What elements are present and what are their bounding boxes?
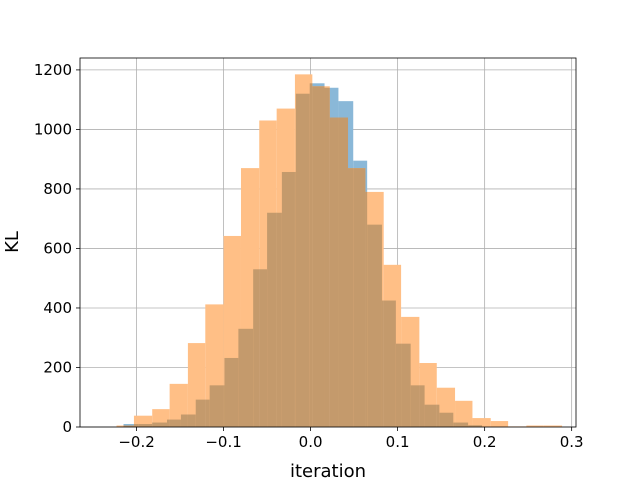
overlap-bar [267,212,277,427]
x-tick-label: −0.2 [118,433,154,451]
overlap-bar [365,191,368,427]
overlap-bar [169,419,181,427]
overlap-bar [209,385,224,427]
x-tick-label: 0.3 [560,433,584,451]
y-tick-label: 1200 [34,61,72,79]
overlap-bar [240,328,254,427]
overlap-bar [180,414,188,427]
overlap-bar [205,399,210,427]
overlap-bar [259,269,268,427]
x-tick-label: −0.1 [205,433,241,451]
overlap-bar [383,300,396,427]
x-axis-ticks: −0.2 −0.1 0.0 0.1 0.2 0.3 [118,427,584,451]
y-axis-ticks: 0 200 400 600 800 1000 1200 [34,61,80,436]
y-tick-label: 1000 [34,120,72,138]
histogram-bar [526,425,544,427]
overlap-bar [253,269,260,427]
overlap-bar [238,328,241,427]
y-tick-label: 200 [43,358,72,376]
overlap-bar [419,385,425,427]
overlap-bar [439,412,454,427]
x-tick-label: 0.2 [473,433,497,451]
overlap-bar [329,117,339,428]
overlap-bar [195,399,206,427]
y-tick-label: 600 [43,239,72,257]
x-tick-label: 0.0 [299,433,323,451]
overlap-bar [295,93,310,427]
overlap-bar [294,171,296,427]
histogram-bars [116,74,563,428]
overlap-bar [224,357,239,427]
overlap-bar [281,171,295,427]
overlap-bar [138,424,153,427]
histogram-bar [543,425,563,427]
x-axis-label: iteration [290,461,366,480]
overlap-bar [381,300,384,427]
overlap-bar [123,425,134,427]
histogram-bar [472,418,491,427]
overlap-bar [410,385,420,427]
overlap-bar [276,212,282,427]
y-tick-label: 400 [43,299,72,317]
overlap-bar [324,87,330,428]
y-axis-label: KL [2,231,23,253]
overlap-bar [167,419,170,427]
histogram-bar [455,400,473,427]
overlap-bar [338,117,349,428]
overlap-bar [424,404,437,427]
overlap-bar [152,422,168,427]
overlap-bar [453,422,456,427]
overlap-bar [436,404,440,427]
overlap-bar [395,343,402,427]
histogram-bar [490,421,509,427]
overlap-bar [312,86,325,427]
overlap-bar [348,168,354,427]
overlap-bar [309,83,313,427]
overlap-bars [123,83,483,428]
plot-frame [79,57,577,428]
overlap-bar [353,168,366,427]
y-tick-label: 0 [62,418,72,436]
overlap-bar [472,425,483,427]
overlap-bar [223,385,225,427]
overlap-bar [401,343,411,427]
y-tick-label: 800 [43,180,72,198]
overlap-bar [455,422,469,427]
x-tick-label: 0.1 [386,433,410,451]
overlap-bar [367,224,382,427]
overlap-bar [187,414,196,427]
histogram-bar [133,415,153,427]
overlap-bar [468,425,473,427]
overlap-bar [133,424,139,427]
